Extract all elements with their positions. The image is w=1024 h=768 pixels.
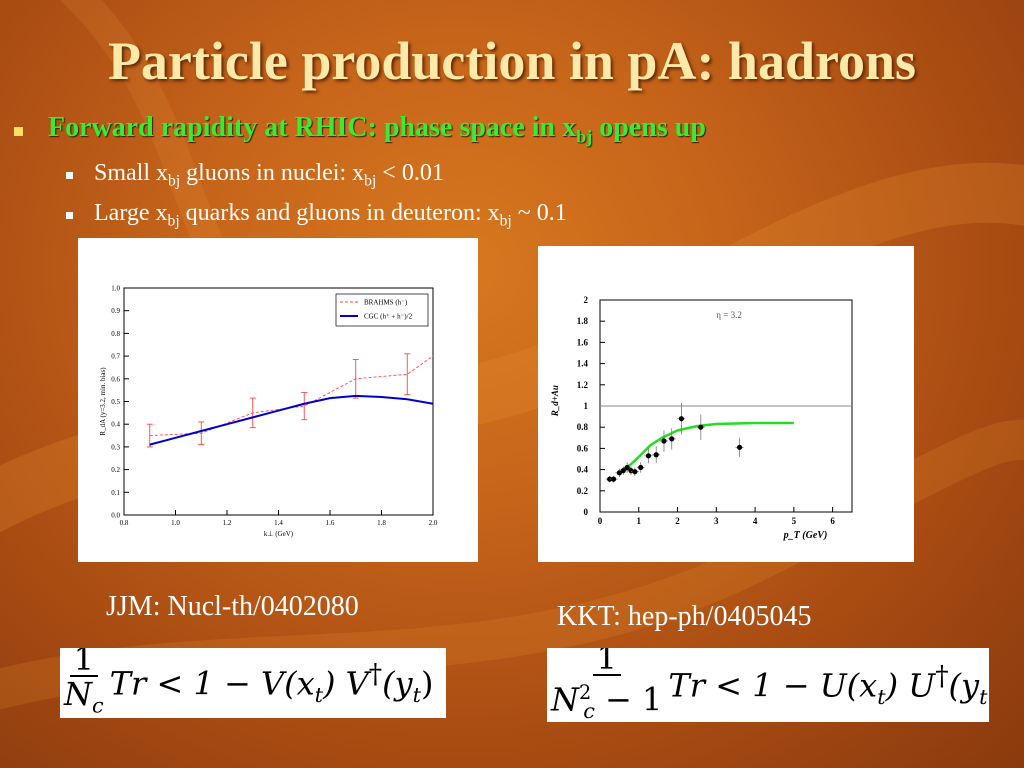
y-axis-label: R_dA (y=3.2, min. bias) (99, 367, 107, 436)
formula-left-fraction: 1 Nc (64, 648, 104, 718)
x-axis-label: k⊥ (GeV) (264, 530, 294, 538)
data-point (620, 468, 626, 474)
y-tick-label: 0.4 (577, 465, 589, 475)
data-point (653, 452, 659, 458)
x-tick-label: 4 (753, 516, 758, 526)
caption-kkt: KKT: hep-ph/0405045 (557, 601, 812, 632)
x-tick-label: 1.6 (326, 519, 335, 527)
bullet-forward-rapidity: Forward rapidity at RHIC: phase space in… (48, 112, 706, 147)
x-tick-label: 0 (598, 516, 603, 526)
formula-left: 1Nc Tr < 1 − V(xt) V†(yt) > (60, 648, 446, 718)
data-point (632, 469, 638, 475)
data-point (610, 476, 617, 482)
y-axis-label: R_d+Au (550, 385, 560, 417)
bullet-small-xbj: Small xbj gluons in nuclei: xbj < 0.01 (94, 160, 444, 190)
y-tick-label: 1.4 (577, 359, 589, 369)
y-tick-label: 0.4 (111, 421, 120, 429)
chart-rdau-vs-pt: 0 1 2 3 4 5 6 0 0.2 0.4 0.6 0.8 1 1.2 1.4 1.6 1.8 2 η = 3.… (550, 295, 853, 541)
data-point (698, 424, 704, 430)
cgc-series-line (149, 394, 434, 446)
sub-bullet-marker (66, 172, 73, 179)
x-tick-label: 1.4 (274, 519, 283, 527)
data-point (736, 444, 743, 450)
x-tick-label: 1.8 (377, 519, 386, 527)
x-tick-label: 2 (675, 516, 680, 526)
y-tick-label: 0 (584, 507, 589, 517)
theory-curve (618, 421, 794, 473)
y-tick-label: 0.5 (111, 398, 120, 406)
formula-left-expression: Tr < 1 − V(xt) V†(yt) > (109, 659, 446, 707)
data-point (678, 416, 685, 422)
y-tick-label: 0.8 (111, 330, 120, 338)
data-point (616, 470, 622, 476)
x-tick-label: 5 (792, 516, 797, 526)
data-point (645, 453, 652, 459)
y-tick-label: 0.0 (111, 512, 120, 520)
x-tick-label: 1.2 (223, 519, 232, 527)
x-tick-label: 1 (637, 516, 642, 526)
chart-rda-vs-kt: 0.8 1.0 1.2 1.4 1.6 1.8 2.0 0.0 0.1 0.2 0.3 0.4 0.5 0… (99, 285, 438, 539)
y-tick-label: 1.8 (577, 316, 589, 326)
slide-title: Particle production in pA: hadrons (107, 31, 917, 91)
y-tick-label: 0.2 (111, 466, 120, 474)
y-tick-label: 2 (584, 295, 589, 305)
y-tick-label: 1.6 (577, 337, 589, 347)
data-point (638, 464, 644, 471)
y-tick-label: 0.7 (111, 353, 120, 361)
chart-panel-right: 0 1 2 3 4 5 6 0 0.2 0.4 0.6 0.8 1 1.2 1.4 1.6 1.8 2 η = 3.… (538, 246, 914, 562)
x-tick-label: 3 (714, 516, 719, 526)
x-tick-label: 1.0 (171, 519, 180, 527)
x-tick-label: 2.0 (429, 519, 438, 527)
bullet-large-xbj: Large xbj quarks and gluons in deuteron:… (94, 200, 567, 230)
sub-bullet-marker (66, 212, 73, 219)
caption-jjm: JJM: Nucl-th/0402080 (106, 591, 359, 622)
legend-box (335, 293, 429, 327)
x-axis-label: p_T (GeV) (783, 530, 828, 541)
y-tick-label: 1.0 (111, 285, 120, 293)
y-tick-label: 0.6 (111, 375, 120, 383)
eta-annotation: η = 3.2 (716, 310, 742, 320)
formula-right-fraction: 1 N2c − 1 (551, 648, 662, 722)
chart-panel-left: 0.8 1.0 1.2 1.4 1.6 1.8 2.0 0.0 0.1 0.2 0.3 0.4 0.5 0… (78, 238, 478, 562)
x-tick-label: 6 (830, 516, 835, 526)
y-tick-label: 1.2 (577, 380, 589, 390)
data-point (624, 464, 630, 471)
legend-label-brahms: BRAHMS (h⁻) (364, 299, 408, 307)
formula-right-expression: Tr < 1 − U(xt) U†(yt) > (668, 661, 989, 709)
brahms-series-line (149, 355, 434, 436)
y-tick-label: 0.8 (577, 422, 589, 432)
bullet-marker (14, 127, 23, 136)
legend-label-cgc: CGC (h⁺ + h⁻)/2 (364, 313, 413, 321)
y-tick-label: 0.2 (577, 486, 589, 496)
x-tick-label: 0.8 (120, 519, 129, 527)
data-point (661, 438, 667, 444)
y-tick-label: 1 (584, 401, 589, 411)
y-tick-label: 0.3 (111, 443, 120, 451)
y-tick-label: 0.9 (111, 307, 120, 315)
y-tick-label: 0.1 (111, 489, 120, 497)
data-point (669, 436, 675, 442)
y-tick-label: 0.6 (577, 443, 589, 453)
